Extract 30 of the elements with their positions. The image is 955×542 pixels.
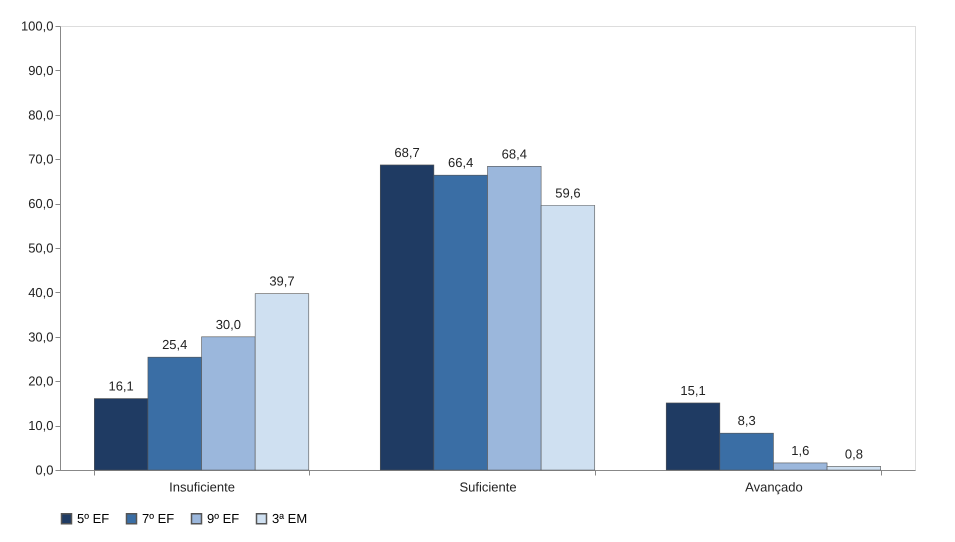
y-tick-label: 100,0 xyxy=(20,18,54,34)
data-label: 16,1 xyxy=(108,378,134,394)
x-tick-label: Insuficiente xyxy=(169,480,235,494)
data-label: 68,4 xyxy=(502,146,527,162)
data-label: 15,1 xyxy=(680,382,706,398)
data-label: 66,4 xyxy=(448,155,474,170)
legend-label: 7º EF xyxy=(142,510,174,526)
data-label: 0,8 xyxy=(844,446,863,462)
legend-label: 5º EF xyxy=(77,510,110,526)
y-tick-label: 40,0 xyxy=(28,284,54,300)
data-label: 8,3 xyxy=(738,413,756,428)
legend-label: 9º EF xyxy=(207,510,240,526)
y-tick-label: 70,0 xyxy=(28,152,54,167)
y-tick-label: 30,0 xyxy=(28,329,54,344)
y-tick-label: 60,0 xyxy=(28,196,54,212)
y-tick-label: 80,0 xyxy=(28,107,54,122)
data-label: 25,4 xyxy=(162,337,188,352)
y-tick-label: 20,0 xyxy=(28,374,54,389)
data-label: 1,6 xyxy=(791,442,810,458)
y-tick-label: 10,0 xyxy=(28,418,54,434)
x-tick-label: Avançado xyxy=(745,480,803,494)
y-tick-label: 90,0 xyxy=(28,62,54,78)
data-label: 30,0 xyxy=(216,316,242,332)
data-label: 59,6 xyxy=(555,185,581,200)
y-tick-label: 50,0 xyxy=(28,240,54,256)
legend-label: 3ª EM xyxy=(272,510,308,526)
data-label: 68,7 xyxy=(394,144,420,160)
x-tick-label: Suficiente xyxy=(459,480,517,494)
data-label: 39,7 xyxy=(269,274,295,289)
y-tick-label: 0,0 xyxy=(35,462,54,478)
